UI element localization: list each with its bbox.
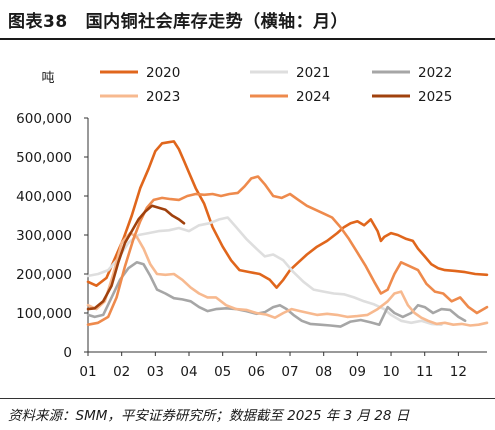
x-tick-label: 03 — [147, 364, 164, 380]
y-tick-label: 300,000 — [16, 228, 72, 244]
y-axis-unit-label: 吨 — [41, 71, 54, 86]
footnote: 资料来源：SMM，平安证券研究所；数据截至 2025 年 3 月 28 日 — [8, 408, 410, 424]
x-tick-label: 02 — [113, 364, 130, 380]
series-line-2021 — [86, 216, 443, 326]
y-tick-label: 600,000 — [16, 111, 72, 127]
chart-title: 国内铜社会库存走势（横轴：月） — [85, 12, 349, 32]
x-tick-label: 07 — [281, 364, 298, 380]
figure-title-bar: 图表38 国内铜社会库存走势（横轴：月） — [0, 0, 495, 38]
figure-label: 图表38 — [8, 12, 68, 32]
series-line-2025 — [86, 204, 186, 311]
x-tick-label: 04 — [180, 364, 197, 380]
figure-title: 图表38 国内铜社会库存走势（横轴：月） — [8, 7, 348, 32]
x-tick-label: 12 — [450, 364, 467, 380]
legend-label-2024: 2024 — [296, 89, 330, 105]
y-tick-label: 0 — [63, 345, 72, 361]
legend-label-2020: 2020 — [146, 65, 180, 81]
y-tick-label: 200,000 — [16, 267, 72, 283]
x-tick-label: 06 — [248, 364, 265, 380]
title-divider — [0, 38, 495, 40]
footnote-divider — [0, 398, 495, 399]
x-tick-label: 05 — [214, 364, 231, 380]
legend-label-2021: 2021 — [296, 65, 330, 81]
legend-label-2022: 2022 — [418, 65, 452, 81]
x-tick-label: 11 — [416, 364, 433, 380]
legend-label-2025: 2025 — [418, 89, 452, 105]
series-line-2024 — [86, 175, 489, 326]
series-line-2022 — [86, 261, 467, 328]
y-tick-label: 500,000 — [16, 150, 72, 166]
y-tick-label: 100,000 — [16, 306, 72, 322]
x-tick-label: 08 — [315, 364, 332, 380]
x-tick-label: 01 — [79, 364, 96, 380]
legend-label-2023: 2023 — [146, 89, 180, 105]
line-chart: 吨 0 100,000 200,000 300,000 400,000 500,000 600… — [16, 65, 489, 380]
series-line-2023 — [86, 231, 489, 327]
x-tick-label: 10 — [382, 364, 399, 380]
y-tick-label: 400,000 — [16, 189, 72, 205]
x-tick-label: 09 — [349, 364, 366, 380]
